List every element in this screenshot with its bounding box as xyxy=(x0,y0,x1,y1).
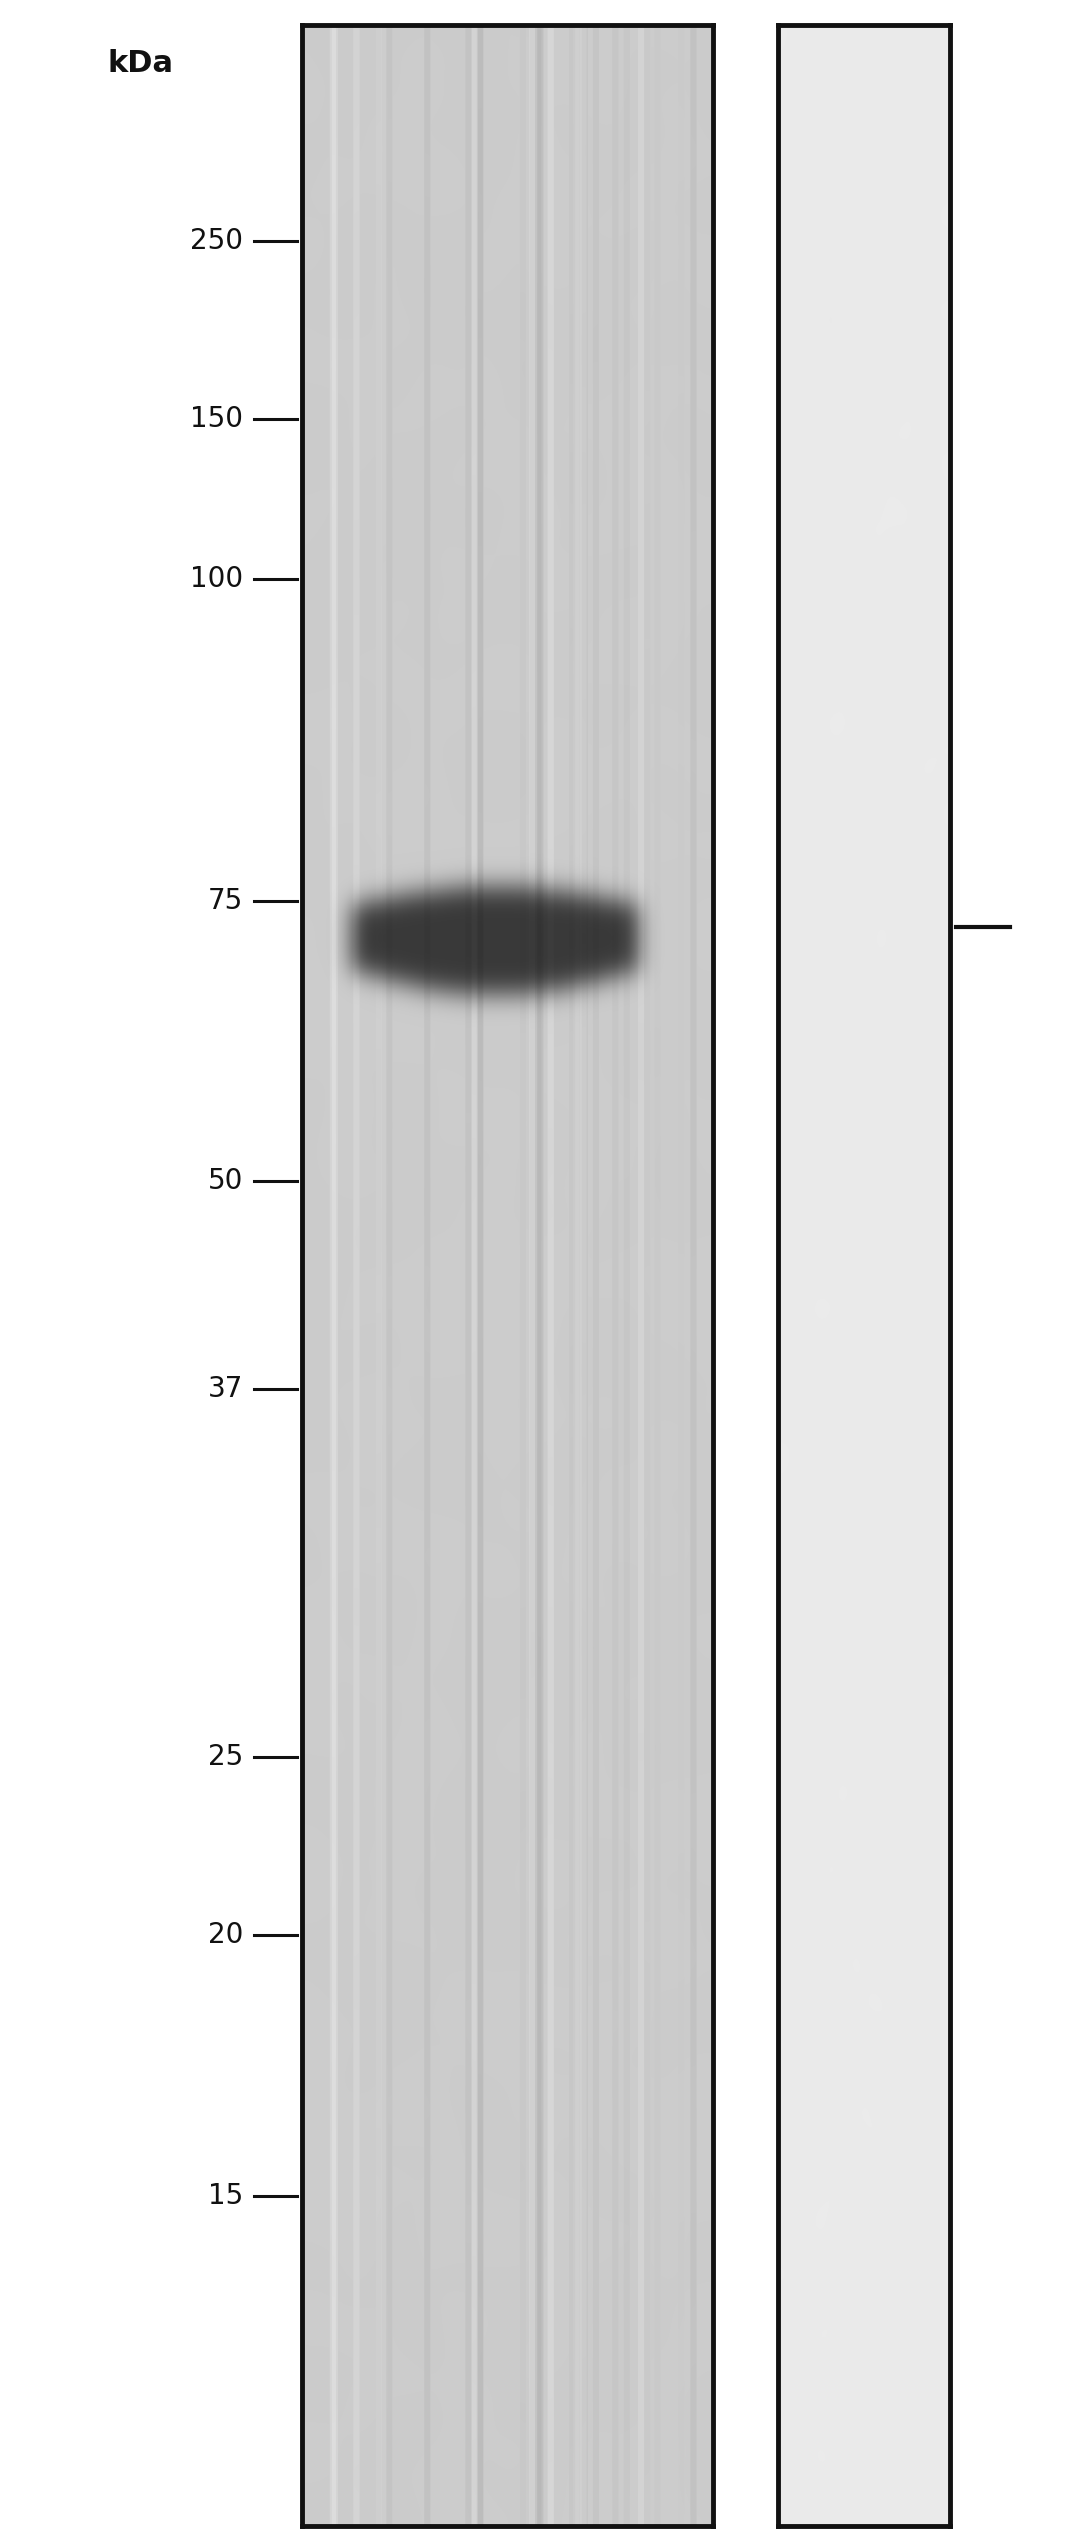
Text: 15: 15 xyxy=(207,2181,243,2211)
Text: 50: 50 xyxy=(207,1165,243,1196)
Text: kDa: kDa xyxy=(107,48,174,79)
Text: 37: 37 xyxy=(207,1374,243,1404)
Text: 100: 100 xyxy=(190,564,243,594)
Text: 250: 250 xyxy=(190,226,243,256)
Text: 25: 25 xyxy=(207,1742,243,1772)
Text: 20: 20 xyxy=(207,1919,243,1950)
Text: 150: 150 xyxy=(190,404,243,434)
Text: 75: 75 xyxy=(207,886,243,917)
